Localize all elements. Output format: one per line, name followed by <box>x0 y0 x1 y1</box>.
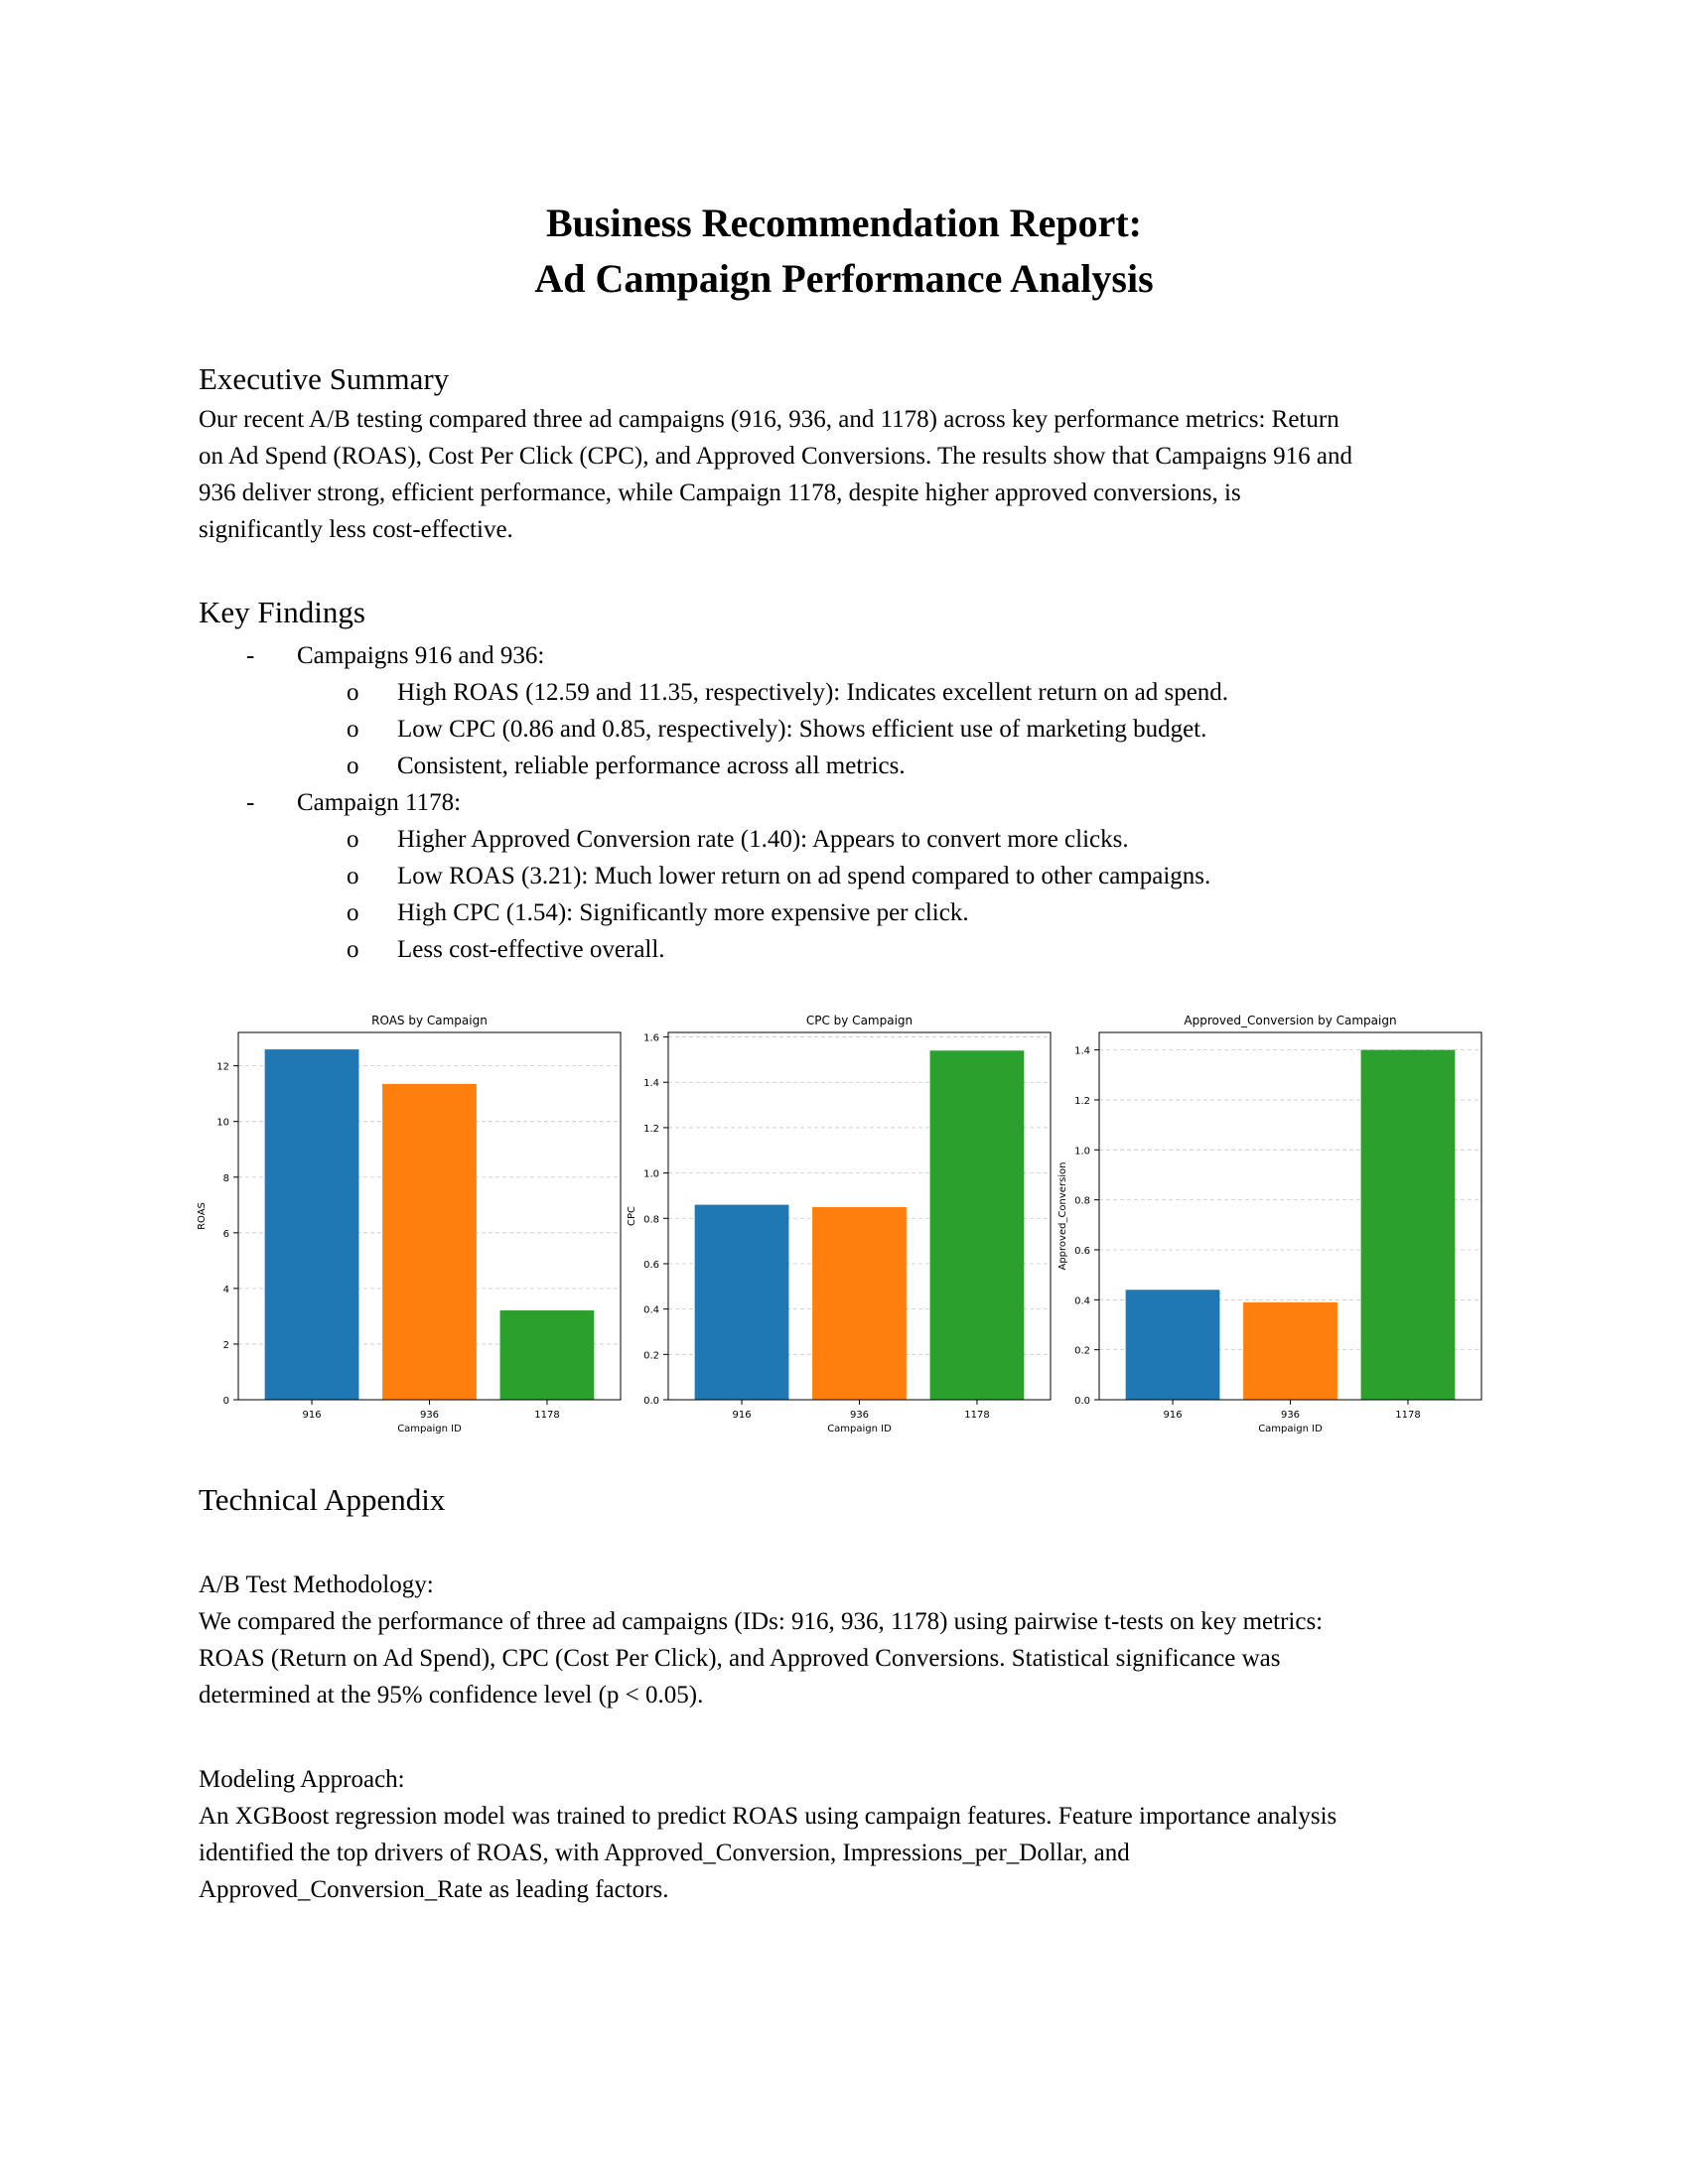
modeling-section: Modeling Approach: An XGBoost regression… <box>199 1761 1489 1908</box>
bar-1178 <box>1360 1049 1456 1400</box>
y-axis-label: Approved_Conversion <box>1057 1161 1068 1270</box>
bar-936 <box>382 1083 477 1400</box>
y-axis-label: CPC <box>627 1206 637 1226</box>
y-tick-label: 0.6 <box>643 1260 659 1271</box>
finding-text: Low CPC (0.86 and 0.85, respectively): S… <box>397 716 1207 743</box>
section-label: A/B Test Methodology: <box>199 1571 434 1598</box>
plot-frame <box>237 1031 622 1401</box>
x-axis-label: Campaign ID <box>397 1424 462 1434</box>
chart-title: ROAS by Campaign <box>371 1014 488 1027</box>
executive-summary-heading: Executive Summary <box>199 361 450 396</box>
section-line: We compared the performance of three ad … <box>199 1608 1324 1635</box>
y-tick-label: 1.4 <box>1074 1046 1090 1057</box>
chart-2: 0.0 0.2 0.4 0.6 0.8 1.0 1.2 1.4 1.6 916 936 1178 CPC… <box>627 1014 1052 1434</box>
y-axis-label: ROAS <box>197 1202 208 1230</box>
x-tick-label: 1178 <box>1395 1410 1420 1421</box>
report-title-line-1: Business Recommendation Report: <box>546 201 1142 245</box>
dash-marker: - <box>246 642 255 669</box>
x-tick-label: 936 <box>1281 1410 1300 1421</box>
chart-1: 0 2 4 6 8 10 12 916 936 1178 ROAS by Campaign Campa… <box>197 1014 622 1434</box>
x-tick-label: 916 <box>1163 1410 1182 1421</box>
bullet-marker: o <box>347 863 359 889</box>
y-tick-label: 1.0 <box>643 1169 659 1180</box>
bullet-marker: o <box>347 716 359 743</box>
report-title-line-2: Ad Campaign Performance Analysis <box>534 256 1154 301</box>
y-tick-label: 2 <box>223 1340 229 1351</box>
y-tick-label: 0.4 <box>643 1305 659 1316</box>
bar-1178 <box>499 1310 595 1400</box>
section-line: An XGBoost regression model was trained … <box>199 1803 1337 1830</box>
dash-marker: - <box>246 789 255 816</box>
bar-936 <box>812 1206 907 1400</box>
x-axis-label: Campaign ID <box>1258 1424 1323 1434</box>
y-tick-label: 1.2 <box>643 1124 659 1135</box>
methodology-section: A/B Test Methodology: We compared the pe… <box>199 1567 1489 1713</box>
bullet-marker: o <box>347 899 359 926</box>
y-tick-label: 0.0 <box>1074 1396 1090 1407</box>
finding-text: High ROAS (12.59 and 11.35, respectively… <box>397 679 1229 706</box>
summary-line: Our recent A/B testing compared three ad… <box>199 406 1339 433</box>
finding-text: Less cost-effective overall. <box>397 936 665 963</box>
x-axis-label: Campaign ID <box>827 1424 892 1434</box>
y-tick-label: 0.8 <box>643 1214 659 1225</box>
y-tick-label: 0.8 <box>1074 1196 1090 1207</box>
chart-title: Approved_Conversion by Campaign <box>1184 1014 1396 1027</box>
y-tick-label: 8 <box>223 1173 229 1184</box>
y-tick-label: 1.0 <box>1074 1146 1090 1157</box>
bullet-marker: o <box>347 752 359 779</box>
x-tick-label: 916 <box>732 1410 751 1421</box>
y-tick-label: 0.6 <box>1074 1246 1090 1257</box>
finding-text: Low ROAS (3.21): Much lower return on ad… <box>397 863 1211 889</box>
plot-frame <box>1098 1031 1482 1401</box>
x-tick-label: 936 <box>850 1410 869 1421</box>
y-tick-label: 1.2 <box>1074 1096 1090 1107</box>
bar-1178 <box>929 1050 1025 1400</box>
bar-916 <box>694 1204 789 1400</box>
technical-appendix-heading: Technical Appendix <box>199 1482 446 1517</box>
y-tick-label: 10 <box>216 1118 229 1129</box>
bullet-marker: o <box>347 826 359 853</box>
summary-line: significantly less cost-effective. <box>199 516 513 543</box>
campaign-charts-figure: 0 2 4 6 8 10 12 916 936 1178 ROAS by Campaign Campa… <box>197 1014 1482 1434</box>
y-tick-label: 1.6 <box>643 1033 659 1044</box>
finding-text: Higher Approved Conversion rate (1.40): … <box>397 826 1129 853</box>
y-tick-label: 0.2 <box>1074 1346 1090 1357</box>
y-tick-label: 12 <box>216 1062 229 1073</box>
section-line: ROAS (Return on Ad Spend), CPC (Cost Per… <box>199 1645 1281 1672</box>
y-tick-label: 6 <box>223 1229 229 1240</box>
key-findings-heading: Key Findings <box>199 595 365 629</box>
summary-line: on Ad Spend (ROAS), Cost Per Click (CPC)… <box>199 443 1352 470</box>
y-tick-label: 0.4 <box>1074 1296 1090 1306</box>
bullet-marker: o <box>347 936 359 963</box>
section-line: identified the top drivers of ROAS, with… <box>199 1840 1130 1866</box>
x-tick-label: 1178 <box>964 1410 989 1421</box>
chart-3: 0.0 0.2 0.4 0.6 0.8 1.0 1.2 1.4 916 936 1178 Approv… <box>1057 1014 1482 1434</box>
summary-line: 936 deliver strong, efficient performanc… <box>199 479 1241 506</box>
chart-title: CPC by Campaign <box>806 1014 913 1027</box>
section-line: Approved_Conversion_Rate as leading fact… <box>199 1876 669 1903</box>
plot-frame <box>667 1031 1052 1401</box>
section-line: determined at the 95% confidence level (… <box>199 1682 704 1708</box>
y-tick-label: 0 <box>223 1396 229 1407</box>
findings-group-label: Campaign 1178: <box>297 789 462 816</box>
y-tick-label: 4 <box>223 1285 229 1296</box>
bar-916 <box>1125 1290 1220 1400</box>
x-tick-label: 916 <box>302 1410 321 1421</box>
finding-text: High CPC (1.54): Significantly more expe… <box>397 899 969 926</box>
y-tick-label: 1.4 <box>643 1078 659 1089</box>
bar-916 <box>264 1049 359 1400</box>
section-label: Modeling Approach: <box>199 1766 405 1793</box>
findings-group-label: Campaigns 916 and 936: <box>297 642 545 669</box>
x-tick-label: 936 <box>420 1410 439 1421</box>
executive-summary-text: Our recent A/B testing compared three ad… <box>199 401 1489 548</box>
bar-936 <box>1243 1301 1337 1400</box>
finding-text: Consistent, reliable performance across … <box>397 752 906 779</box>
x-tick-label: 1178 <box>534 1410 559 1421</box>
y-tick-label: 0.0 <box>643 1396 659 1407</box>
bullet-marker: o <box>347 679 359 706</box>
y-tick-label: 0.2 <box>643 1350 659 1361</box>
